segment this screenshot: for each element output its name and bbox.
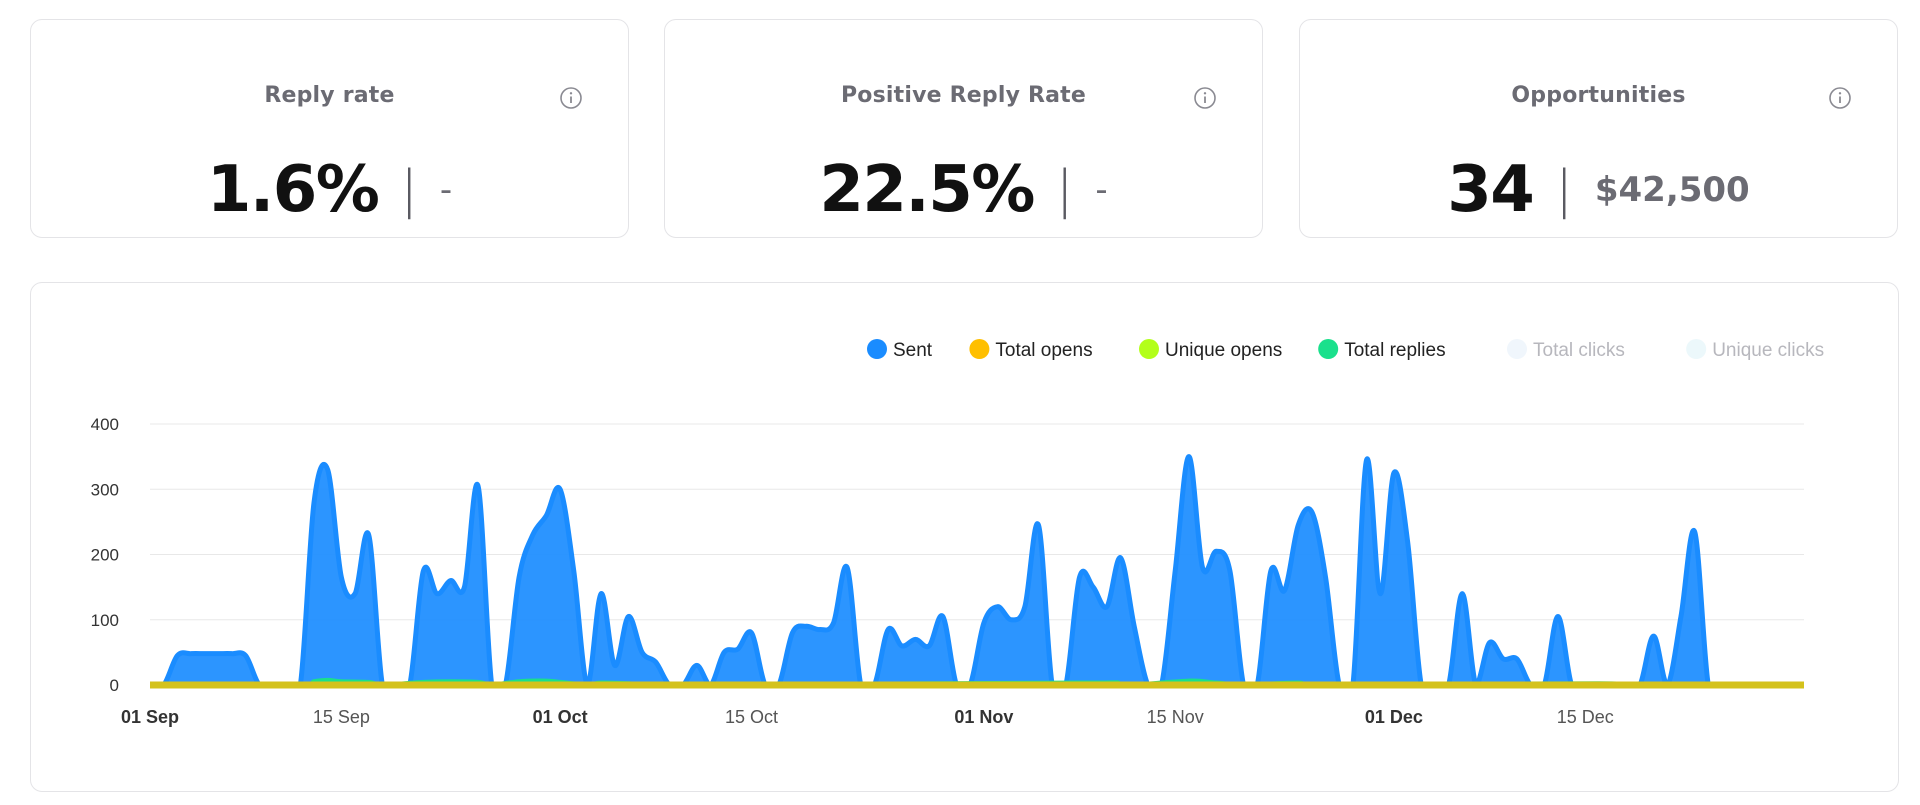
legend-item-total-clicks[interactable]: Total clicks: [1533, 340, 1625, 361]
value-separator: |: [1555, 160, 1573, 220]
legend-item-total-opens[interactable]: Total opens: [995, 340, 1092, 361]
y-tick-label: 400: [91, 415, 119, 434]
card-title: Positive Reply Rate: [840, 83, 1087, 108]
x-tick-label: 01 Dec: [1365, 707, 1423, 727]
info-icon[interactable]: [559, 86, 583, 110]
x-tick-label: 15 Sep: [313, 707, 370, 727]
reply-rate-value: 1.6%: [206, 153, 380, 227]
positive-reply-rate-secondary: -: [1095, 170, 1108, 210]
x-tick-label: 15 Dec: [1557, 707, 1614, 727]
legend-item-total-replies[interactable]: Total replies: [1344, 340, 1445, 361]
sent-line: [150, 454, 1804, 688]
positive-reply-rate-card: Positive Reply Rate 22.5% | -: [664, 19, 1263, 238]
reply-rate-card: Reply rate 1.6% | -: [30, 19, 629, 238]
legend-marker-unique-opens[interactable]: [1139, 339, 1159, 359]
activity-chart-panel: 0 100 200 300 400 01 Sep 15 Sep 01 Oct 15 Oct 01 …: [30, 282, 1899, 792]
info-icon[interactable]: [1828, 86, 1852, 110]
x-tick-label: 15 Oct: [725, 707, 778, 727]
legend-marker-total-replies[interactable]: [1318, 339, 1339, 359]
legend-marker-sent[interactable]: [867, 339, 887, 359]
legend-item-sent[interactable]: Sent: [893, 340, 933, 361]
card-title: Opportunities: [1511, 83, 1686, 108]
x-tick-label: 01 Nov: [954, 707, 1013, 727]
legend-item-unique-clicks[interactable]: Unique clicks: [1712, 340, 1824, 361]
x-tick-label: 15 Nov: [1147, 707, 1204, 727]
legend-marker-unique-clicks[interactable]: [1686, 339, 1707, 359]
value-separator: |: [400, 160, 418, 220]
y-tick-label: 100: [91, 611, 119, 630]
x-tick-label: 01 Sep: [121, 707, 179, 727]
positive-reply-rate-value: 22.5%: [819, 153, 1035, 227]
legend-marker-total-opens[interactable]: [969, 339, 990, 359]
card-title: Reply rate: [264, 83, 395, 108]
opportunities-value: 34: [1447, 153, 1535, 227]
value-separator: |: [1055, 160, 1074, 220]
opportunities-card: Opportunities 34 | $42,500: [1299, 19, 1898, 238]
info-icon[interactable]: [1193, 86, 1217, 110]
reply-rate-secondary: -: [439, 170, 453, 210]
y-tick-label: 0: [110, 676, 119, 695]
activity-chart: 0 100 200 300 400 01 Sep 15 Sep 01 Oct 15 Oct 01 …: [91, 339, 1824, 727]
x-tick-label: 01 Oct: [533, 707, 588, 727]
opportunities-amount: $42,500: [1594, 170, 1750, 210]
legend-marker-total-clicks[interactable]: [1507, 339, 1527, 359]
legend-item-unique-opens[interactable]: Unique opens: [1165, 340, 1282, 361]
y-tick-label: 200: [91, 546, 119, 565]
y-tick-label: 300: [91, 480, 119, 499]
